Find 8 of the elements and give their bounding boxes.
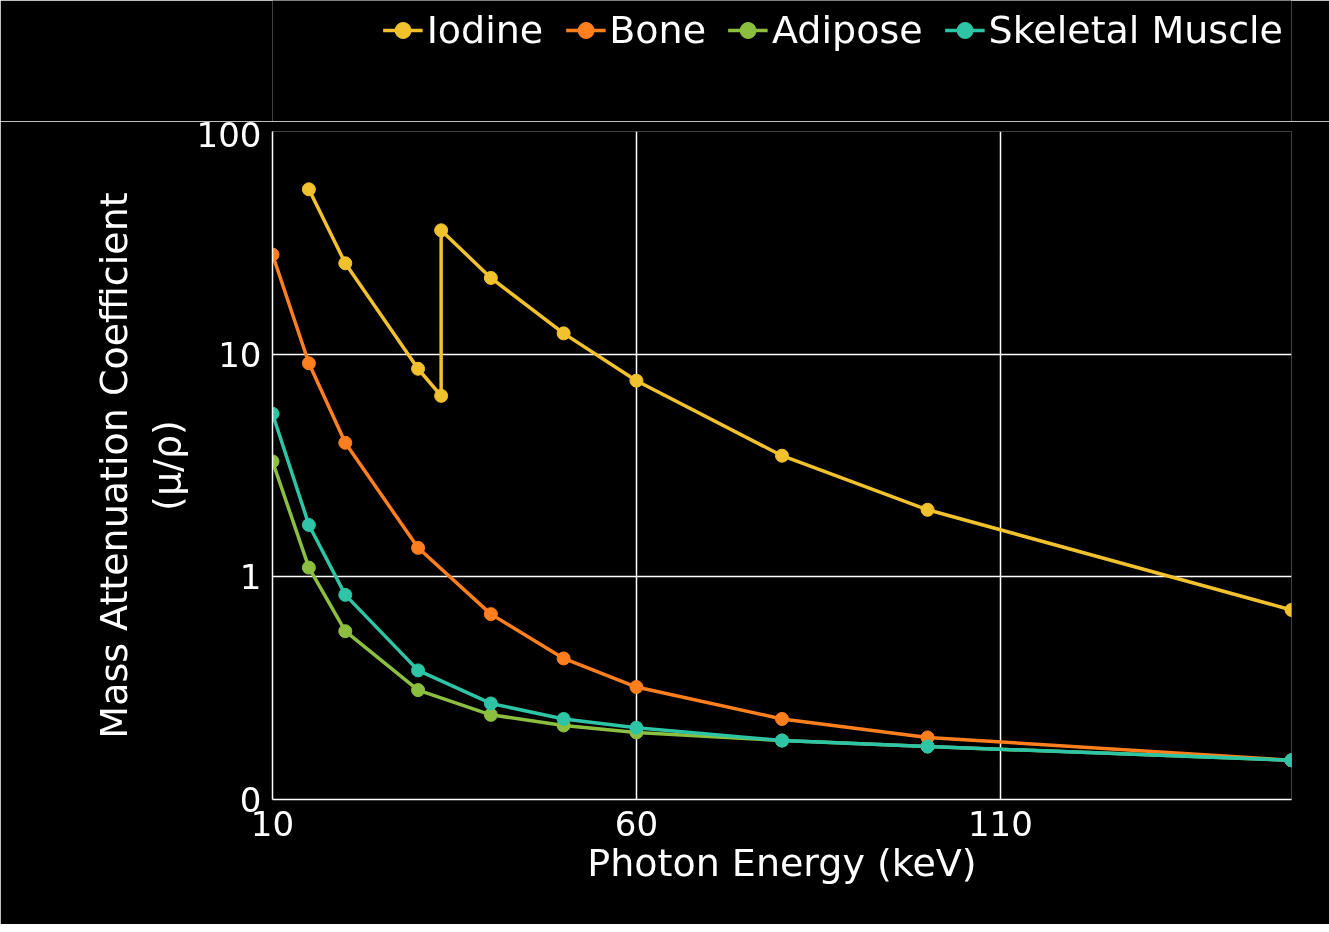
legend-label: Bone [609, 8, 707, 52]
y-tick-label: 1 [239, 557, 262, 598]
legend-label: Skeletal Muscle [988, 8, 1283, 52]
y-tick-label: 100 [196, 114, 262, 155]
y-axis-title: Mass Attenuation Coefficient (μ/ρ) [91, 192, 189, 739]
legend-label: Adipose [772, 8, 923, 52]
y-tick-label: 10 [218, 334, 262, 375]
legend-label: Iodine [426, 8, 544, 52]
